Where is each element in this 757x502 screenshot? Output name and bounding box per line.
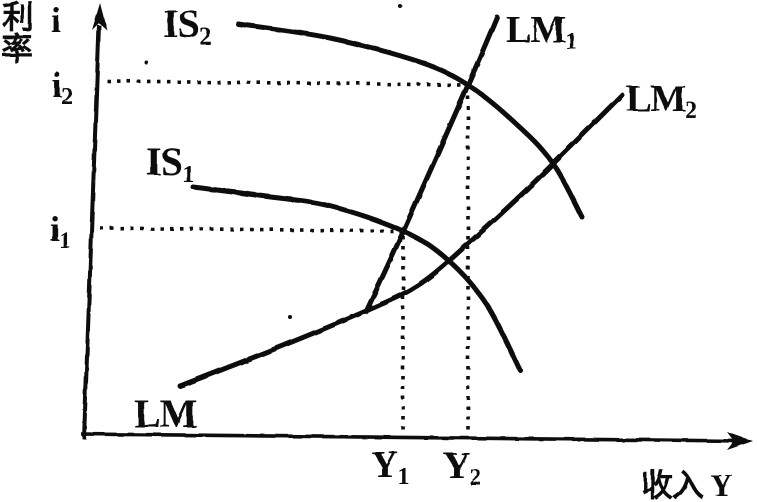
y-axis-unit-cn-top: 利	[2, 0, 33, 35]
y1-tick-label: Y1	[371, 444, 408, 490]
y2-tick-label: Y2	[443, 445, 480, 491]
x-axis-arrow-icon	[727, 432, 753, 450]
y-axis-unit-cn-bottom: 率	[1, 31, 32, 67]
x-axis-unit-label: 收入 Y	[641, 467, 733, 502]
lm1-curve-label: LM1	[506, 9, 576, 55]
lm1-curve	[363, 14, 500, 315]
scan-speck-1	[398, 4, 402, 8]
is1-curve-label: IS1	[146, 139, 194, 188]
scan-speck-2	[144, 60, 148, 64]
is1-curve	[190, 184, 523, 373]
y-axis-arrow-icon	[92, 3, 107, 30]
y-axis-var-label: i	[51, 0, 61, 40]
y-axis-line	[82, 24, 101, 440]
lm-curve-label: LM	[134, 391, 197, 436]
i1-dotted-line	[99, 226, 402, 233]
lm-lm2-curve	[177, 92, 625, 389]
is2-curve-label: IS2	[163, 1, 211, 50]
x-axis-line	[80, 432, 742, 443]
i2-dotted-line	[106, 79, 465, 87]
i1-tick-label: i1	[50, 209, 70, 254]
scan-speck-0	[288, 315, 292, 319]
i2-tick-label: i2	[52, 65, 72, 110]
lm2-curve-label: LM2	[626, 78, 696, 124]
